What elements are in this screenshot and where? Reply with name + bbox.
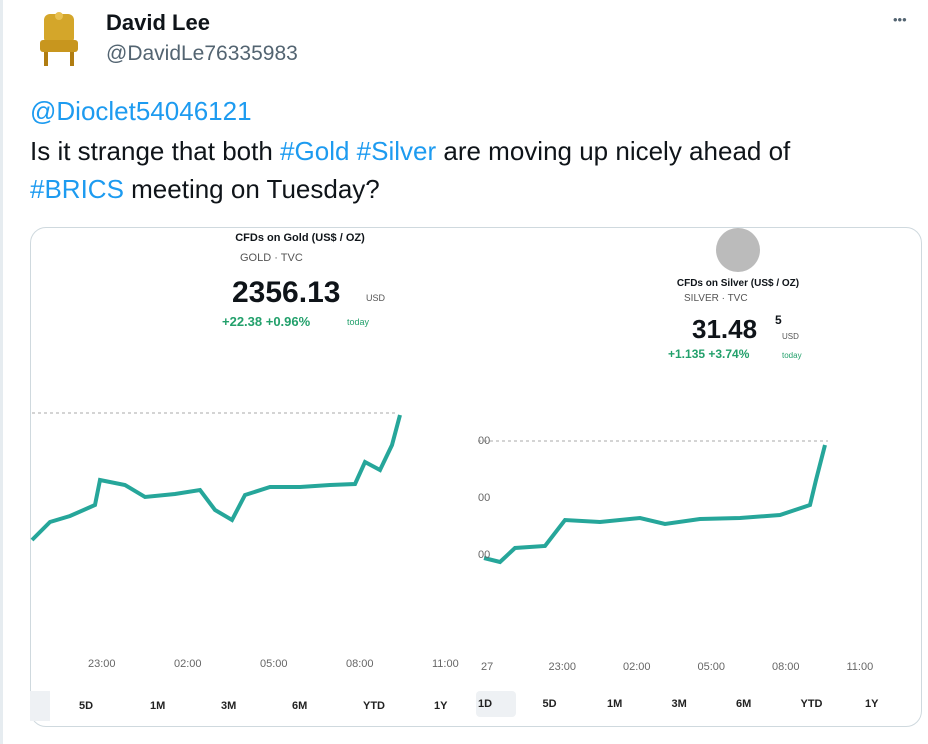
- text: are moving up nicely ahead of: [436, 136, 791, 166]
- x-label: 08:00: [346, 658, 374, 670]
- silver-price-sup: 5: [775, 313, 782, 327]
- x-label: 23:00: [88, 658, 116, 670]
- rail: [0, 0, 3, 744]
- silver-title: CFDs on Silver (US$ / OZ): [676, 278, 800, 289]
- gold-symbol: GOLD · TVC: [240, 252, 303, 264]
- y-label: 00: [478, 492, 491, 504]
- gold-period: today: [347, 317, 370, 327]
- silver-price: 31.48: [692, 314, 758, 344]
- author-name[interactable]: David Lee: [106, 10, 210, 35]
- silver-change: +1.135 +3.74%: [668, 347, 750, 361]
- author-handle[interactable]: @DavidLe76335983: [106, 42, 298, 65]
- x-label: 08:00: [772, 661, 800, 673]
- more-button[interactable]: •••: [893, 12, 907, 27]
- avatar[interactable]: [36, 10, 82, 70]
- range-button[interactable]: 1M: [150, 700, 166, 712]
- range-button[interactable]: YTD: [363, 700, 385, 712]
- x-label: 27: [481, 661, 494, 673]
- tweet-text: Is it strange that both #Gold #Silver ar…: [30, 132, 860, 208]
- source: TVC: [280, 252, 303, 264]
- range-button[interactable]: 1Y: [434, 700, 448, 712]
- symbol: GOLD: [240, 252, 272, 264]
- x-label: 11:00: [432, 658, 459, 670]
- x-label: 23:00: [548, 661, 577, 673]
- mention[interactable]: @Dioclet54046121: [30, 96, 252, 126]
- x-label: 02:00: [623, 661, 651, 673]
- range-button[interactable]: YTD: [800, 698, 823, 710]
- hashtag[interactable]: #BRICS: [30, 174, 124, 204]
- range-button[interactable]: 1M: [607, 698, 623, 710]
- gold-change: +22.38 +0.96%: [222, 314, 311, 329]
- silver-period: today: [782, 351, 802, 360]
- range-button[interactable]: 6M: [736, 698, 752, 710]
- range-button[interactable]: 3M: [671, 698, 687, 710]
- range-button[interactable]: 1D: [478, 698, 493, 710]
- silver-currency: USD: [782, 332, 799, 341]
- range-button[interactable]: 1Y: [865, 698, 879, 710]
- x-label: 05:00: [260, 658, 288, 670]
- source: TVC: [727, 293, 748, 304]
- text: meeting on Tuesday?: [123, 174, 380, 204]
- range-button[interactable]: 5D: [79, 700, 94, 712]
- hashtag[interactable]: #Silver: [356, 136, 437, 166]
- y-label: 00: [478, 435, 491, 447]
- gold-price: 2356.13: [232, 276, 341, 309]
- y-label: 00: [478, 549, 491, 561]
- text: Is it strange that both: [30, 136, 281, 166]
- media-card[interactable]: [30, 227, 922, 727]
- range-button[interactable]: 5D: [542, 698, 557, 710]
- x-label: 02:00: [174, 658, 202, 670]
- silver-symbol: SILVER · TVC: [684, 293, 748, 304]
- range-button[interactable]: 3M: [221, 700, 237, 712]
- symbol: SILVER: [684, 293, 719, 304]
- range-button[interactable]: 6M: [292, 700, 308, 712]
- x-label: 11:00: [846, 661, 874, 673]
- gold-title: CFDs on Gold (US$ / OZ): [235, 232, 365, 244]
- x-label: 05:00: [697, 661, 726, 673]
- gold-currency: USD: [366, 293, 386, 303]
- hashtag[interactable]: #Gold: [280, 136, 350, 166]
